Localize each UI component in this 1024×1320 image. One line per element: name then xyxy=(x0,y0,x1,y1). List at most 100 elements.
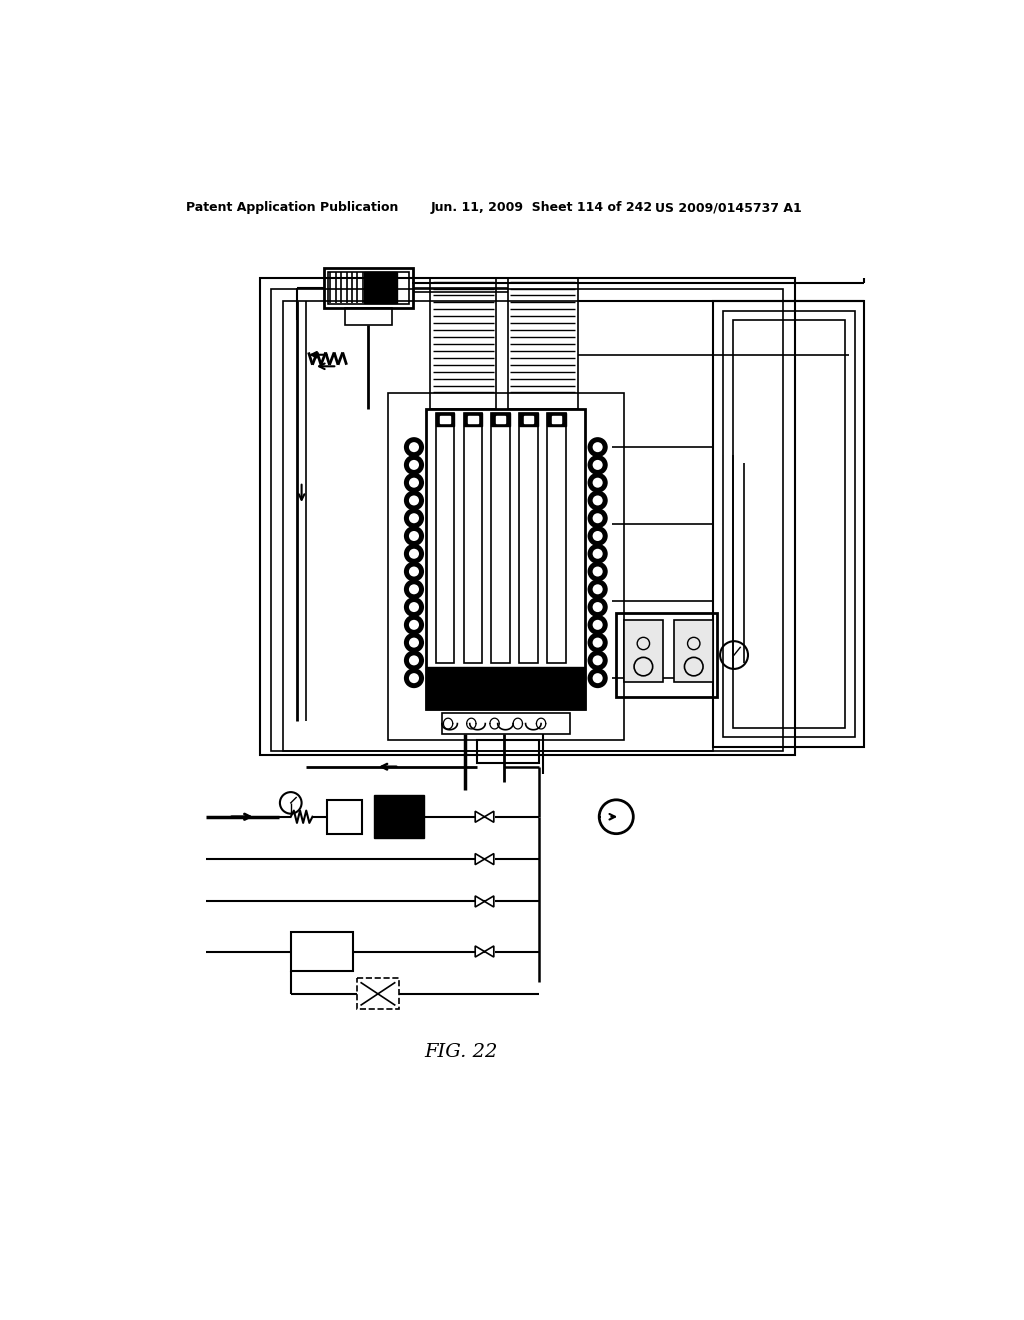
Bar xyxy=(547,412,566,426)
Circle shape xyxy=(588,455,607,475)
Text: FIG. 22: FIG. 22 xyxy=(425,1043,498,1060)
Circle shape xyxy=(409,495,419,506)
Text: Patent Application Publication: Patent Application Publication xyxy=(186,201,398,214)
Bar xyxy=(426,667,586,709)
Circle shape xyxy=(409,531,419,541)
Circle shape xyxy=(593,638,603,648)
Polygon shape xyxy=(475,946,484,957)
Circle shape xyxy=(403,473,424,492)
Circle shape xyxy=(409,620,419,630)
Circle shape xyxy=(403,525,424,546)
Circle shape xyxy=(403,668,424,688)
Circle shape xyxy=(403,491,424,511)
Circle shape xyxy=(593,459,603,470)
Circle shape xyxy=(588,491,607,511)
Circle shape xyxy=(409,638,419,648)
Bar xyxy=(547,412,566,663)
Circle shape xyxy=(588,651,607,671)
Bar xyxy=(477,739,539,763)
Bar xyxy=(328,800,362,834)
Bar xyxy=(524,416,534,424)
Circle shape xyxy=(593,566,603,577)
Bar xyxy=(713,301,864,747)
Circle shape xyxy=(588,632,607,652)
Bar xyxy=(442,713,569,734)
Bar xyxy=(291,932,352,970)
Circle shape xyxy=(403,651,424,671)
Circle shape xyxy=(588,473,607,492)
Bar xyxy=(345,308,391,325)
Circle shape xyxy=(593,495,603,506)
Circle shape xyxy=(409,442,419,453)
Circle shape xyxy=(588,579,607,599)
Circle shape xyxy=(593,549,603,558)
Circle shape xyxy=(593,478,603,487)
Bar xyxy=(519,412,538,426)
Bar xyxy=(374,795,424,838)
Text: Jun. 11, 2009  Sheet 114 of 242: Jun. 11, 2009 Sheet 114 of 242 xyxy=(430,201,652,214)
Bar xyxy=(552,416,561,424)
Bar xyxy=(492,412,510,663)
Bar xyxy=(496,416,506,424)
Bar xyxy=(519,412,538,663)
Bar xyxy=(732,321,845,729)
Circle shape xyxy=(588,597,607,616)
Circle shape xyxy=(403,579,424,599)
Bar xyxy=(328,272,410,304)
Polygon shape xyxy=(475,812,484,822)
Bar xyxy=(426,409,586,709)
Circle shape xyxy=(403,544,424,564)
Text: US 2009/0145737 A1: US 2009/0145737 A1 xyxy=(655,201,802,214)
Circle shape xyxy=(588,615,607,635)
Circle shape xyxy=(593,585,603,594)
Bar xyxy=(260,277,795,755)
Circle shape xyxy=(409,585,419,594)
Circle shape xyxy=(409,655,419,665)
Circle shape xyxy=(588,508,607,528)
Circle shape xyxy=(588,525,607,546)
Circle shape xyxy=(403,437,424,457)
Circle shape xyxy=(403,561,424,582)
Circle shape xyxy=(593,442,603,453)
Circle shape xyxy=(403,597,424,616)
Bar xyxy=(508,277,578,409)
Bar xyxy=(430,277,496,409)
Bar xyxy=(464,412,482,426)
Bar xyxy=(435,412,455,426)
Bar xyxy=(675,620,713,682)
Circle shape xyxy=(593,655,603,665)
Circle shape xyxy=(409,566,419,577)
Circle shape xyxy=(593,602,603,612)
Bar xyxy=(435,412,455,663)
Circle shape xyxy=(593,620,603,630)
Circle shape xyxy=(403,615,424,635)
Bar xyxy=(356,978,399,1010)
Polygon shape xyxy=(475,896,484,907)
Bar xyxy=(388,393,624,739)
Bar xyxy=(271,289,783,751)
Bar xyxy=(624,620,663,682)
Circle shape xyxy=(409,549,419,558)
Circle shape xyxy=(409,459,419,470)
Circle shape xyxy=(588,544,607,564)
Circle shape xyxy=(409,513,419,523)
Bar xyxy=(492,412,510,426)
Circle shape xyxy=(409,478,419,487)
Bar xyxy=(723,312,855,738)
Bar xyxy=(616,612,717,697)
Bar xyxy=(365,272,397,304)
Circle shape xyxy=(593,673,603,684)
Circle shape xyxy=(588,668,607,688)
Circle shape xyxy=(593,513,603,523)
Circle shape xyxy=(403,632,424,652)
Circle shape xyxy=(409,602,419,612)
Polygon shape xyxy=(484,854,494,865)
Circle shape xyxy=(593,531,603,541)
Circle shape xyxy=(403,455,424,475)
Polygon shape xyxy=(484,896,494,907)
Bar xyxy=(468,416,477,424)
Bar xyxy=(324,268,414,308)
Bar xyxy=(440,416,450,424)
Circle shape xyxy=(588,561,607,582)
Polygon shape xyxy=(484,812,494,822)
